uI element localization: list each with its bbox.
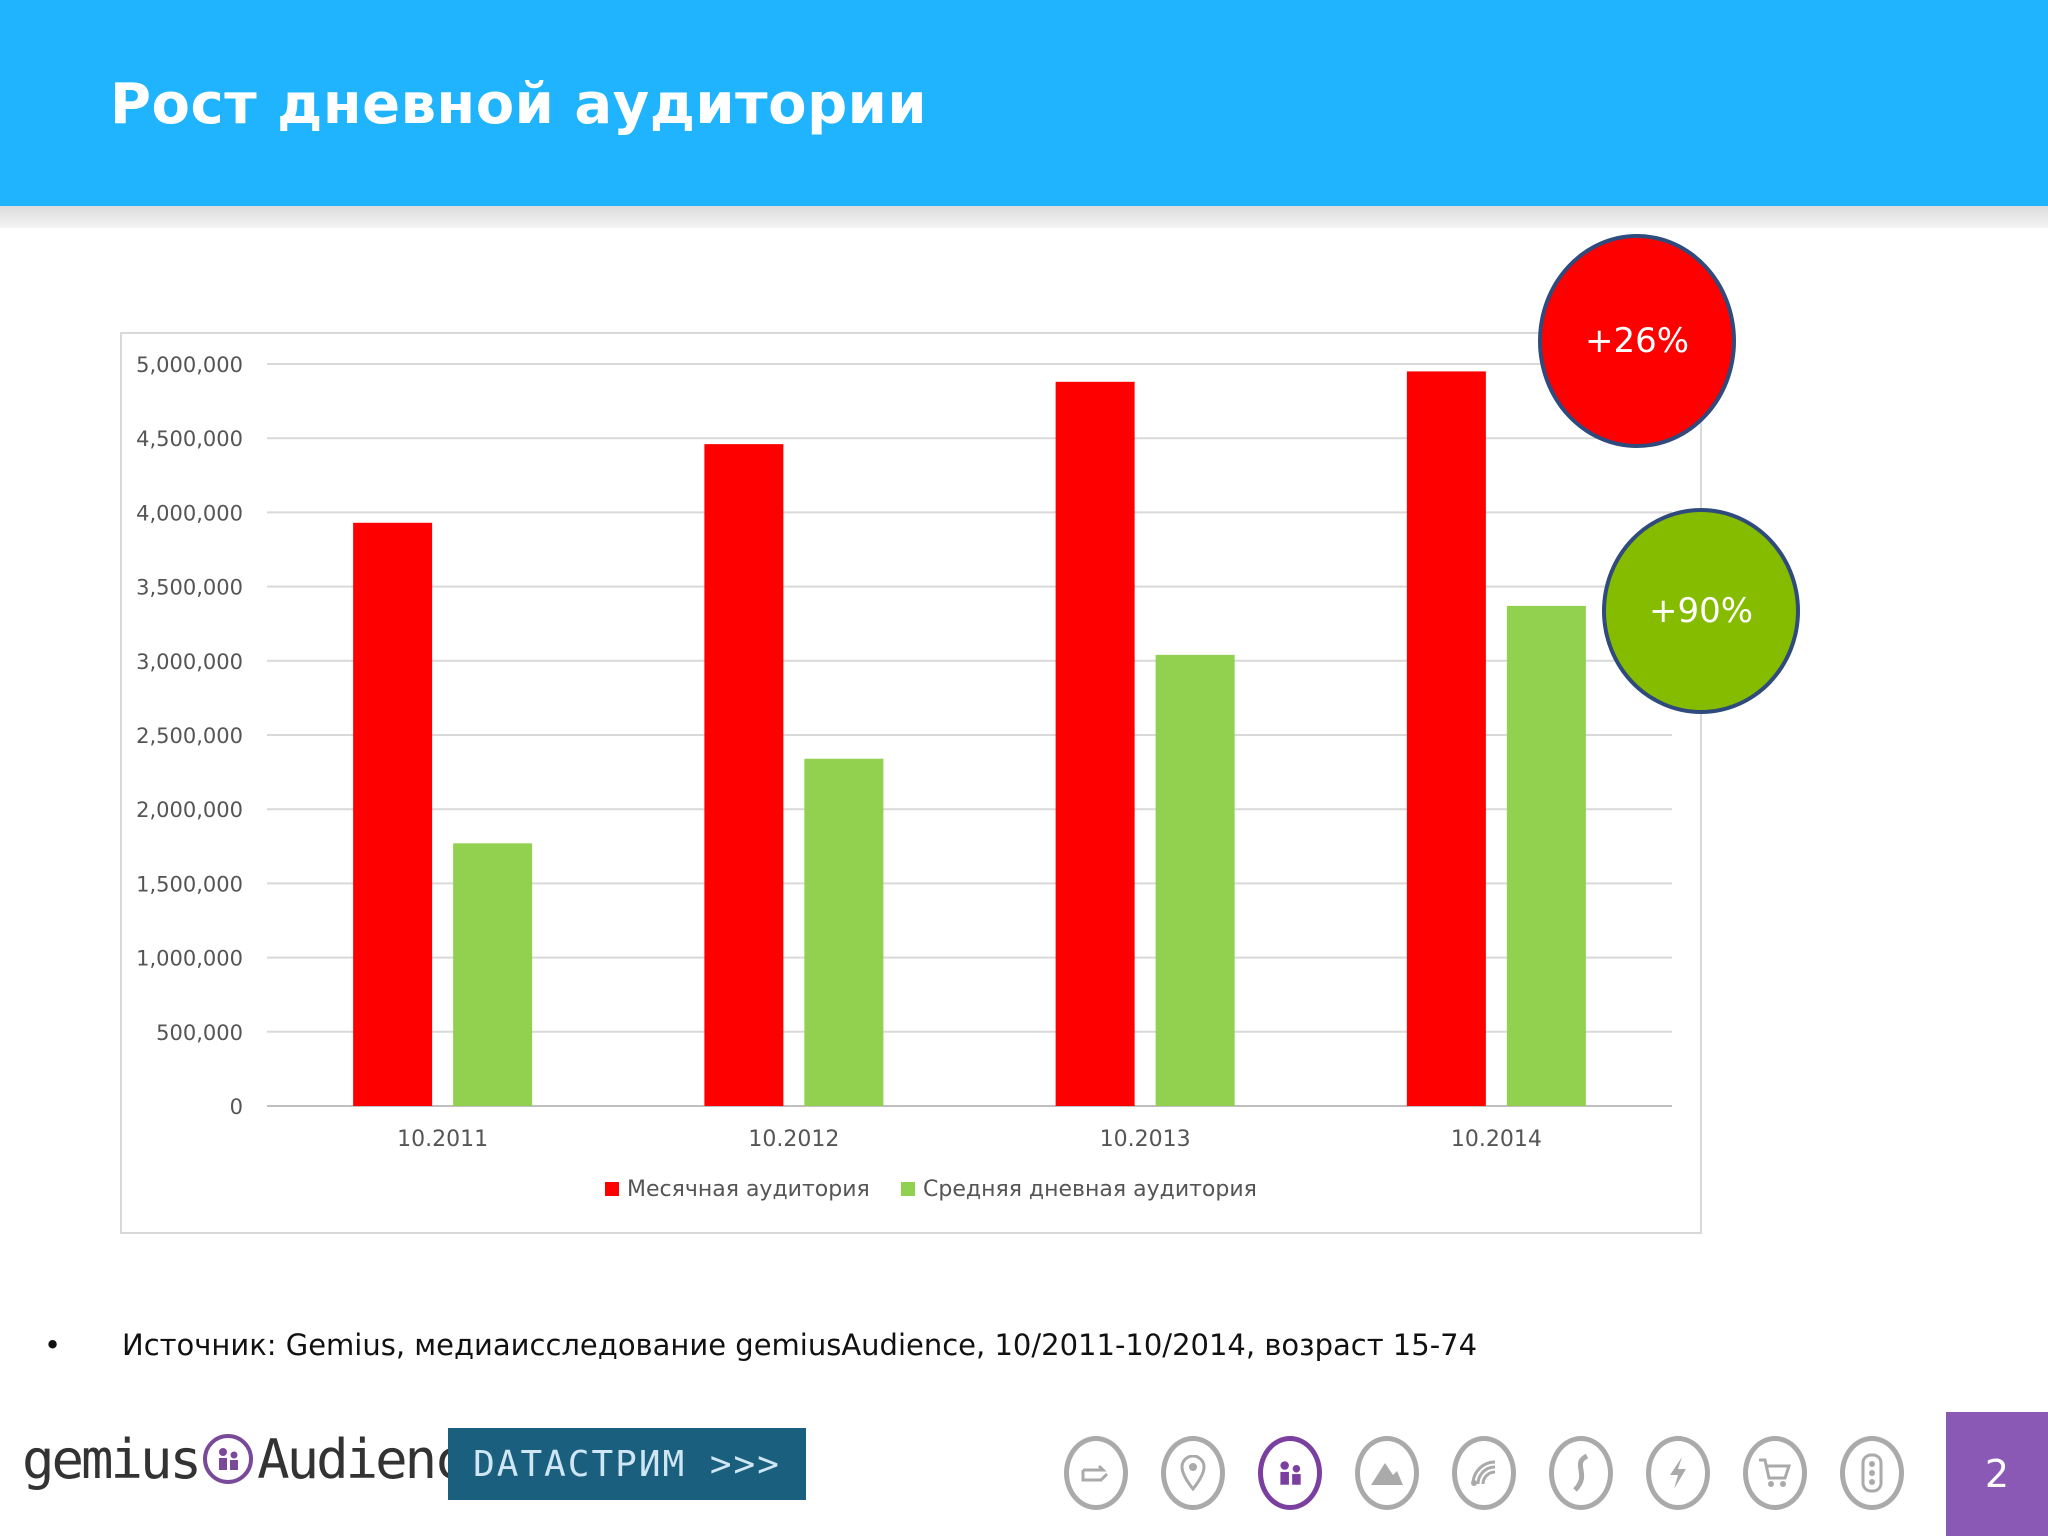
bullet-mark: • (44, 1328, 62, 1362)
header-divider (0, 206, 2048, 228)
bar (353, 522, 433, 1106)
swirl-icon[interactable] (1549, 1436, 1613, 1510)
y-tick-label: 4,500,000 (136, 427, 243, 451)
bar-chart: 0 500,000 1,000,000 1,500,000 2,000,000 2,500… (136, 353, 1672, 1202)
y-tick-label: 1,000,000 (136, 947, 243, 971)
y-tick-label: 0 (230, 1095, 243, 1119)
bar (1055, 381, 1135, 1106)
y-tick-label: 500,000 (156, 1021, 243, 1045)
chart-frame: 0 500,000 1,000,000 1,500,000 2,000,000 2,500… (120, 332, 1702, 1234)
y-tick-label: 3,000,000 (136, 650, 243, 674)
y-tick-label: 4,000,000 (136, 501, 243, 525)
source-note: • Источник: Gemius, медиаисследование gem… (44, 1328, 1477, 1362)
logo-gemius-text: gemius (22, 1427, 202, 1491)
daily-growth-badge: +90% (1602, 508, 1800, 714)
wifi-icon[interactable] (1452, 1436, 1516, 1510)
bar (453, 843, 533, 1106)
x-tick-label: 10.2014 (1451, 1127, 1542, 1152)
bar (804, 758, 884, 1106)
audience-icon[interactable] (1258, 1436, 1322, 1510)
cart-icon[interactable] (1743, 1436, 1807, 1510)
y-tick-label: 2,000,000 (136, 798, 243, 822)
legend-label: Месячная аудитория (627, 1177, 870, 1202)
legend-label: Средняя дневная аудитория (923, 1177, 1257, 1202)
traffic-light-icon[interactable] (1840, 1436, 1904, 1510)
page-number: 2 (1946, 1412, 2048, 1536)
gemius-audience-logo: gemius Audience (22, 1424, 496, 1494)
pointer-icon[interactable] (1064, 1436, 1128, 1510)
bar (1155, 654, 1235, 1106)
lightning-icon[interactable] (1646, 1436, 1710, 1510)
legend-swatch (605, 1182, 619, 1196)
y-tick-label: 1,500,000 (136, 872, 243, 896)
datastream-logo: DATACTPИM >>> (448, 1428, 806, 1500)
x-tick-label: 10.2011 (397, 1127, 488, 1152)
source-text: Источник: Gemius, медиаисследование gemi… (122, 1328, 1478, 1362)
x-tick-label: 10.2013 (1100, 1127, 1191, 1152)
location-pin-icon[interactable] (1161, 1436, 1225, 1510)
slide-title: Рост дневной аудитории (110, 72, 928, 137)
monthly-growth-badge: +26% (1538, 234, 1736, 448)
header-bar: Рост дневной аудитории (0, 0, 2048, 206)
bar (1406, 371, 1486, 1106)
y-tick-label: 5,000,000 (136, 353, 243, 377)
mountain-icon[interactable] (1355, 1436, 1419, 1510)
y-tick-label: 3,500,000 (136, 576, 243, 600)
legend-swatch (901, 1182, 915, 1196)
bar (1506, 605, 1586, 1106)
bar (704, 444, 784, 1106)
y-tick-label: 2,500,000 (136, 724, 243, 748)
x-tick-label: 10.2012 (748, 1127, 839, 1152)
audience-logo-icon (203, 1434, 254, 1484)
